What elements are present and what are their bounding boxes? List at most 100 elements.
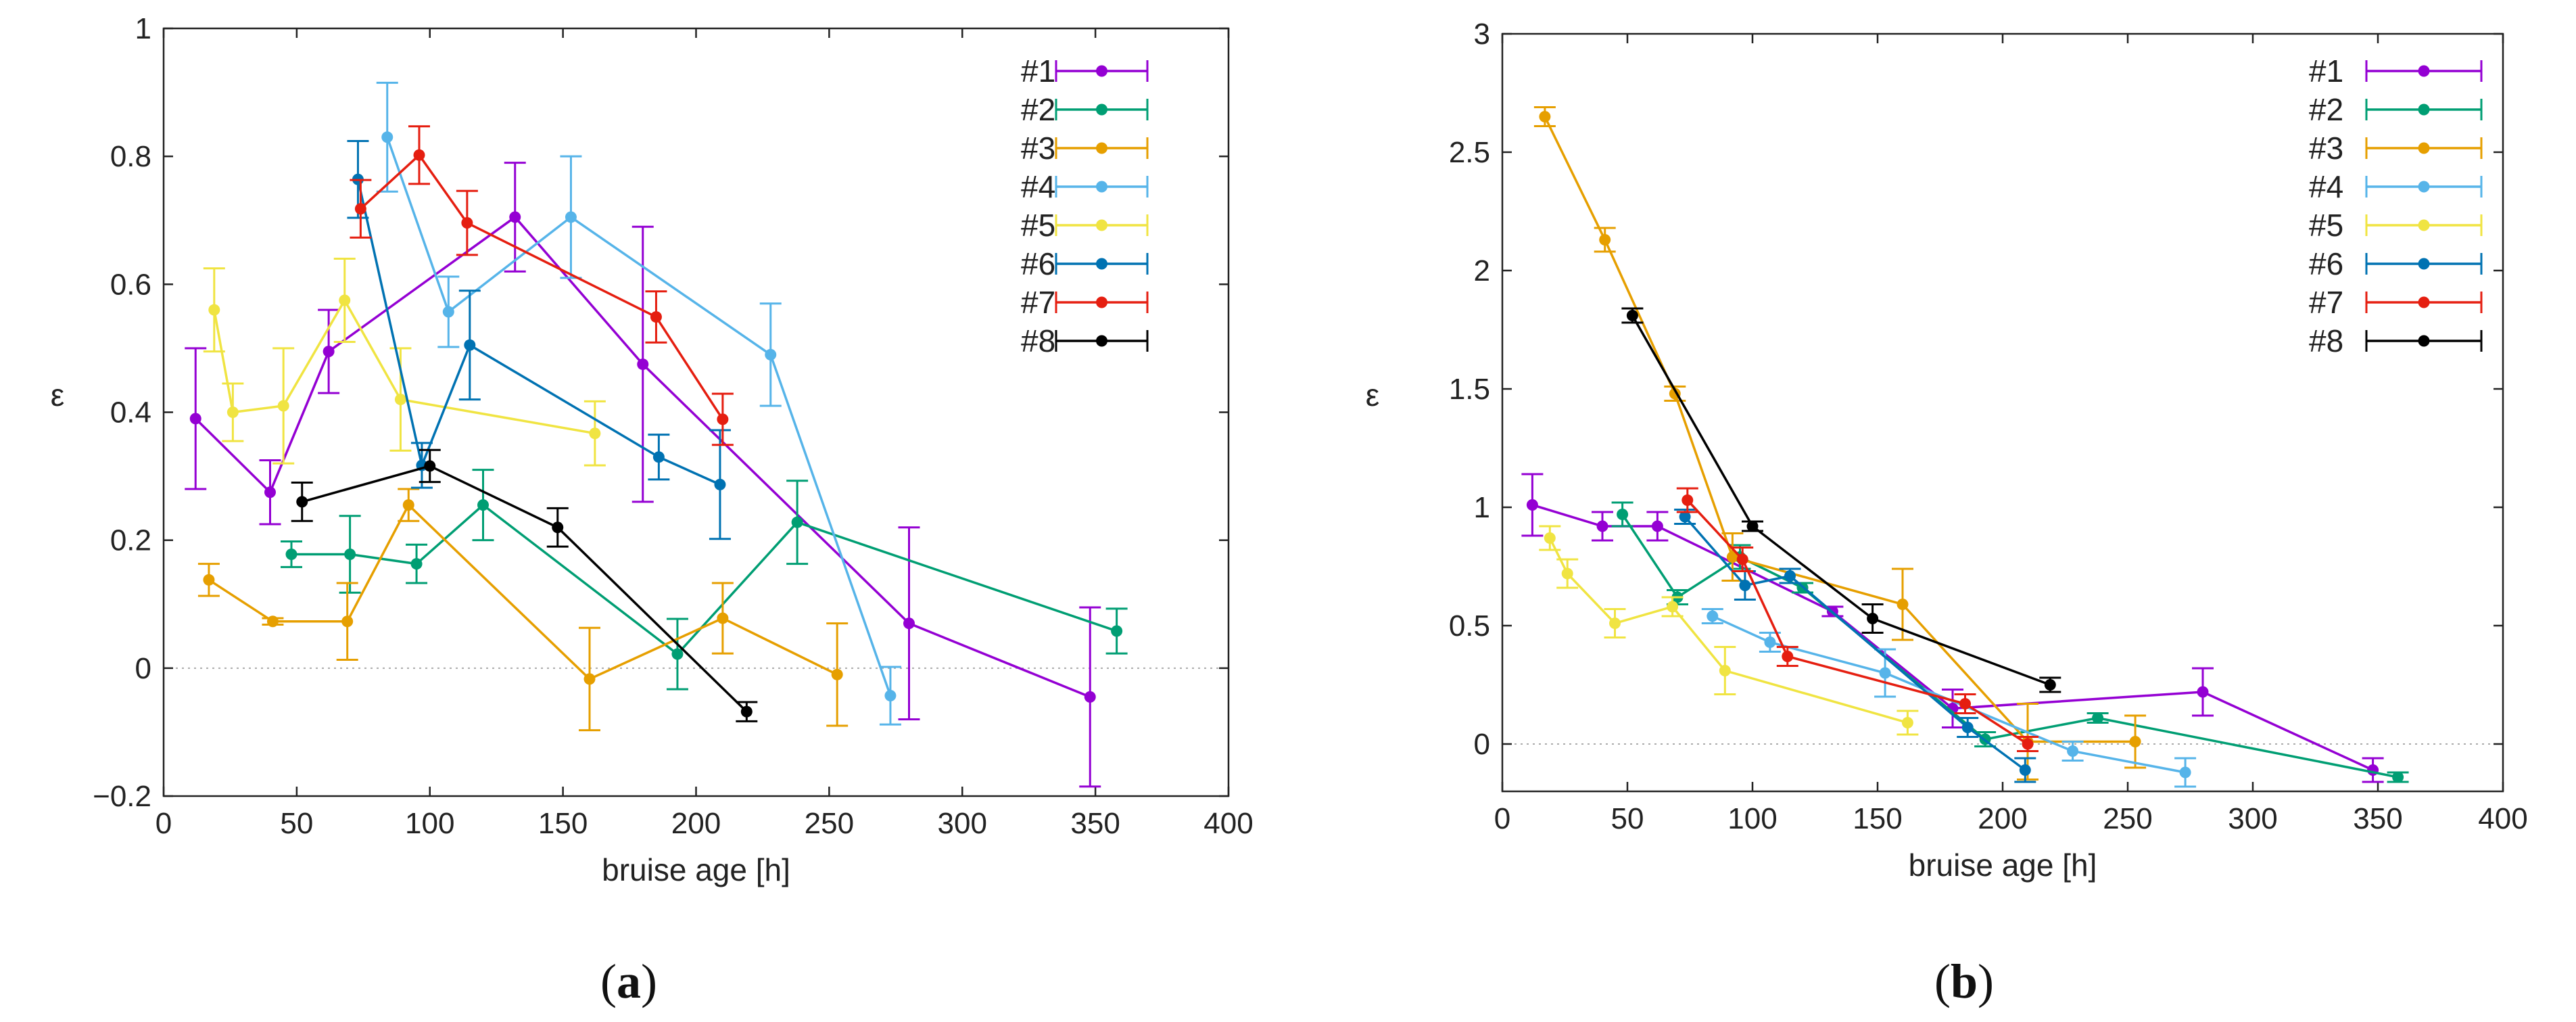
data-point xyxy=(1959,698,1971,710)
legend-item-6: #6 xyxy=(1021,246,1149,281)
data-point xyxy=(717,612,729,624)
y-tick-label: 2.5 xyxy=(1449,136,1490,169)
data-point xyxy=(740,705,753,718)
legend-item-2: #2 xyxy=(2309,92,2483,127)
data-point xyxy=(402,499,414,511)
legend-marker xyxy=(1096,181,1107,193)
x-tick-label: 0 xyxy=(1494,802,1510,835)
y-tick-label: 0.6 xyxy=(110,268,151,301)
legend-marker xyxy=(2418,181,2430,193)
legend-item-5: #5 xyxy=(2309,208,2483,243)
legend-item-5: #5 xyxy=(1021,208,1149,243)
data-point xyxy=(717,413,729,425)
legend-marker xyxy=(1096,103,1107,116)
data-point xyxy=(339,294,351,306)
legend-marker xyxy=(1096,219,1107,231)
panel-label-paren: ( xyxy=(600,954,617,1008)
legend-label: #4 xyxy=(1021,169,1055,204)
legend-item-8: #8 xyxy=(1021,323,1149,358)
data-point xyxy=(1084,691,1096,703)
legend-label: #4 xyxy=(2309,169,2343,204)
legend-item-4: #4 xyxy=(1021,169,1149,204)
legend-label: #1 xyxy=(1021,53,1055,89)
x-tick-label: 250 xyxy=(805,807,854,840)
y-tick-label: 3 xyxy=(1474,18,1490,51)
x-tick-label: 150 xyxy=(538,807,588,840)
data-point xyxy=(637,358,649,371)
data-point xyxy=(1544,532,1556,544)
y-tick-label: 1 xyxy=(135,12,151,45)
x-tick-label: 50 xyxy=(1611,802,1644,835)
data-point xyxy=(509,211,521,223)
y-tick-label: 0 xyxy=(1474,728,1490,761)
data-point xyxy=(2067,745,2079,757)
x-tick-label: 250 xyxy=(2103,802,2152,835)
legend-label: #7 xyxy=(2309,285,2343,320)
data-point xyxy=(1901,717,1913,728)
legend-label: #3 xyxy=(2309,131,2343,166)
data-point xyxy=(1726,551,1738,563)
series-7 xyxy=(1676,487,2038,752)
legend-label: #1 xyxy=(2309,53,2343,89)
data-point xyxy=(1764,636,1776,648)
data-point xyxy=(1719,665,1731,676)
legend-item-2: #2 xyxy=(1021,92,1149,127)
x-tick-label: 400 xyxy=(1203,807,1253,840)
legend-marker xyxy=(2418,258,2430,270)
legend-marker xyxy=(2418,219,2430,231)
legend-marker xyxy=(2418,103,2430,116)
series-8 xyxy=(291,448,758,722)
data-point xyxy=(552,521,564,534)
data-point xyxy=(1596,520,1608,532)
data-point xyxy=(2392,771,2404,783)
data-point xyxy=(1782,651,1794,662)
data-point xyxy=(296,496,308,508)
data-point xyxy=(1111,625,1123,637)
legend-marker xyxy=(2418,296,2430,308)
data-point xyxy=(565,211,577,223)
data-point xyxy=(2092,712,2104,724)
y-tick-label: 0.4 xyxy=(110,396,151,429)
data-point xyxy=(1736,553,1748,565)
y-tick-label: 0 xyxy=(135,652,151,685)
y-tick-label: 0.2 xyxy=(110,524,151,557)
data-point xyxy=(589,427,601,440)
x-tick-label: 350 xyxy=(2353,802,2402,835)
series-line xyxy=(302,465,748,713)
data-point xyxy=(461,217,473,229)
data-point xyxy=(264,486,276,498)
data-point xyxy=(410,558,423,570)
data-point xyxy=(1897,599,1909,610)
legend-marker xyxy=(1096,335,1107,347)
series-line xyxy=(208,503,838,680)
data-point xyxy=(2129,736,2141,747)
series-6 xyxy=(347,139,731,540)
x-tick-label: 200 xyxy=(1978,802,2027,835)
legend-marker xyxy=(2418,142,2430,154)
legend-marker xyxy=(1096,142,1107,154)
data-point xyxy=(203,574,215,586)
legend-item-3: #3 xyxy=(1021,131,1149,166)
data-point xyxy=(2179,766,2191,779)
data-point xyxy=(1681,494,1694,506)
y-tick-label: 0.5 xyxy=(1449,609,1490,643)
legend-label: #2 xyxy=(2309,92,2343,127)
legend-label: #8 xyxy=(1021,323,1055,358)
data-point xyxy=(226,407,239,418)
x-tick-label: 100 xyxy=(405,807,454,840)
data-point xyxy=(394,394,406,406)
data-point xyxy=(1739,580,1751,591)
data-point xyxy=(1746,520,1759,532)
x-tick-label: 400 xyxy=(2478,802,2527,835)
data-point xyxy=(1599,234,1611,246)
series-8 xyxy=(1621,307,2061,693)
data-point xyxy=(1561,567,1573,580)
data-point xyxy=(583,673,596,685)
series-5 xyxy=(1539,525,1919,736)
data-point xyxy=(1707,610,1719,622)
data-point xyxy=(831,668,843,680)
data-point xyxy=(765,348,777,361)
panel-label-paren: ) xyxy=(641,954,657,1008)
legend-label: #5 xyxy=(1021,208,1055,243)
data-point xyxy=(1609,618,1621,629)
